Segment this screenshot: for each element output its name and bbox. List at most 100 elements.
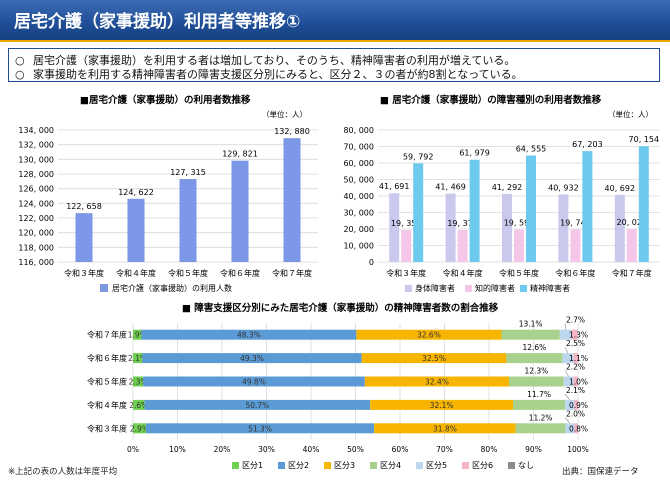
y-tick-label: 80, 000 [343, 126, 374, 135]
y-tick-label: 令和７年度 [87, 330, 127, 340]
bar [514, 229, 524, 262]
y-tick-label: 令和５年度 [87, 377, 127, 387]
x-tick-label: 20% [214, 445, 231, 454]
legend-label: 区分2 [288, 461, 309, 470]
unit-note: （単位：人） [262, 109, 307, 119]
data-label: 0.8% [569, 424, 588, 433]
unit-note: （単位：人） [608, 109, 653, 119]
summary-line-2: ○ 家事援助を利用する精神障害者の障害支援区分別にみると、区分２、３の者が約8割と… [15, 66, 523, 82]
bar [570, 229, 581, 262]
data-label: 1.0% [569, 378, 588, 387]
data-label: 2.2% [566, 363, 585, 372]
stacked-segment [509, 376, 564, 387]
data-label: 2.9% [130, 424, 149, 433]
data-label: 32.1% [430, 401, 454, 410]
data-label: 2.5% [566, 339, 585, 348]
legend-swatch [370, 462, 377, 469]
data-label: 59, 792 [403, 152, 434, 161]
data-label: 12.3% [524, 367, 548, 376]
page-title: 居宅介護（家事援助）利用者等推移① [14, 12, 301, 32]
data-label: 70, 154 [629, 135, 660, 144]
stacked-segment [563, 376, 574, 387]
y-tick-label: 10, 000 [343, 242, 374, 251]
data-label: 40, 692 [605, 184, 636, 193]
data-label: 2.0% [566, 409, 585, 418]
y-tick-label: 118, 000 [18, 243, 54, 252]
bar [231, 160, 249, 262]
data-label: 51.3% [248, 424, 272, 433]
x-tick-label: 令和４年度 [443, 268, 483, 278]
summary-line-1: ○ 居宅介護（家事援助）を利用する者は増加しており、そのうち、精神障害者の利用が増… [15, 52, 515, 68]
data-label: 1.1% [569, 354, 588, 363]
legend-swatch [416, 462, 423, 469]
legend-label: 区分5 [426, 461, 447, 470]
stacked-segment [565, 399, 575, 410]
stacked-segment [142, 353, 362, 364]
data-label: 19, 371 [447, 219, 478, 228]
data-label: 2.7% [566, 316, 585, 325]
legend-swatch [278, 462, 285, 469]
data-label: 49.8% [242, 378, 266, 387]
y-tick-label: 120, 000 [18, 229, 54, 238]
data-label: 50.7% [245, 401, 269, 410]
data-label: 127, 315 [170, 168, 206, 177]
bar [179, 179, 197, 262]
y-tick-label: 40, 000 [343, 192, 374, 201]
y-tick-label: 132, 000 [18, 141, 54, 150]
stacked-segment [143, 376, 365, 387]
x-tick-label: 80% [481, 445, 498, 454]
stacked-segment [133, 399, 145, 410]
stacked-segment [133, 423, 146, 434]
stacked-segment [145, 423, 375, 434]
stacked-segment [144, 399, 371, 410]
stacked-segment [506, 353, 563, 364]
x-tick-label: 令和３年度 [64, 268, 104, 278]
x-tick-label: 70% [436, 445, 453, 454]
y-tick-label: 122, 000 [18, 214, 54, 223]
bar [614, 194, 625, 262]
legend-swatch [232, 462, 239, 469]
bar [457, 230, 468, 262]
data-label: 11.7% [527, 390, 551, 399]
data-label: 0.9% [569, 401, 588, 410]
stacked-segment [501, 329, 560, 340]
y-tick-label: 令和４年度 [87, 400, 127, 410]
legend-label: 区分1 [242, 461, 263, 470]
stacked-segment [364, 376, 510, 387]
y-tick-label: 70, 000 [343, 143, 374, 152]
bar [283, 138, 301, 262]
legend-label: 区分4 [380, 461, 401, 470]
title-bar: 居宅介護（家事援助）利用者等推移① [0, 0, 670, 40]
bar [526, 155, 536, 262]
stacked-segment [562, 353, 574, 364]
data-label: 40, 932 [548, 183, 579, 192]
stacked-segment [573, 353, 579, 364]
x-tick-label: 令和７年度 [272, 268, 312, 278]
data-label: 132, 880 [274, 127, 310, 136]
y-tick-label: 116, 000 [18, 258, 54, 267]
stacked-segment [133, 376, 144, 387]
x-tick-label: 10% [169, 445, 186, 454]
bar [445, 193, 456, 262]
data-label: 49.3% [240, 354, 264, 363]
x-tick-label: 令和５年度 [168, 268, 208, 278]
bar [469, 159, 480, 262]
leader-line [564, 417, 571, 424]
data-label: 129, 821 [222, 150, 258, 159]
leader-line [564, 393, 571, 401]
data-label: 67, 203 [572, 140, 603, 149]
summary-text: 家事援助を利用する精神障害者の障害支援区分別にみると、区分２、３の者が約8割とな… [33, 68, 523, 81]
stacked-segment [374, 423, 516, 434]
legend-label: 精神障害者 [530, 283, 570, 293]
bar [558, 194, 569, 262]
data-label: 1.9% [128, 331, 147, 340]
x-tick-label: 0% [127, 445, 139, 454]
stacked-segment [370, 399, 514, 410]
data-label: 2.6% [129, 401, 148, 410]
legend-swatch [465, 285, 472, 292]
stacked-segment [559, 329, 572, 340]
data-label: 61, 979 [459, 149, 490, 158]
data-label: 19, 749 [560, 218, 591, 227]
x-tick-label: 30% [258, 445, 275, 454]
